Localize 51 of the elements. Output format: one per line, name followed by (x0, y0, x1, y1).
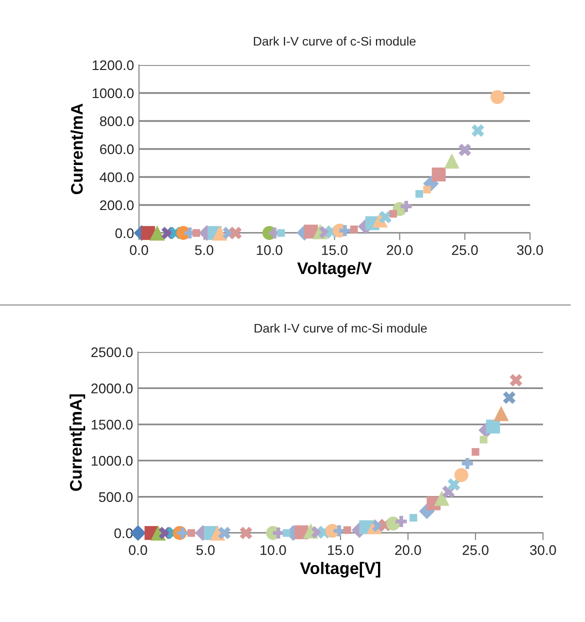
x-tick-label: 20.0 (395, 545, 421, 556)
x-tick-label: 5.0 (195, 245, 214, 256)
y-axis-title: Current[mA] (70, 394, 86, 491)
x-tick-label: 10.0 (256, 245, 282, 256)
point (472, 448, 480, 456)
point (150, 225, 165, 241)
x-tick-label: 15.0 (322, 245, 348, 256)
y-tick-label: 2000.0 (91, 384, 133, 394)
chart-title: Dark I-V curve of c-Si module (254, 36, 416, 46)
y-tick-label: 600.0 (100, 144, 134, 154)
y-tick-label: 1000.0 (92, 456, 133, 466)
y-tick-label: 2500.0 (91, 347, 133, 358)
x-tick-label: 0.0 (128, 545, 148, 556)
x-tick-label: 30.0 (530, 545, 556, 556)
y-tick-label: 0.0 (115, 228, 134, 238)
point (444, 153, 460, 169)
y-tick-label: 800.0 (100, 116, 134, 126)
x-axis-title: Voltage[V] (300, 562, 380, 578)
point (472, 124, 484, 137)
point (188, 529, 196, 537)
y-tick-label: 1500.0 (92, 420, 133, 430)
y-axis-title: Current/mA (70, 104, 83, 194)
x-tick-label: 10.0 (260, 545, 286, 556)
x-tick-label: 0.0 (130, 245, 148, 256)
x-axis-title: Voltage/V (297, 262, 372, 278)
x-tick-label: 25.0 (462, 545, 488, 556)
point (176, 527, 188, 539)
point (389, 210, 397, 218)
x-tick-label: 20.0 (386, 245, 413, 256)
chart-title: Dark I-V curve of mc-Si module (254, 323, 427, 333)
y-tick-label: 200.0 (100, 200, 134, 210)
x-tick-label: 30.0 (517, 245, 543, 256)
point (490, 90, 504, 104)
point (486, 420, 500, 434)
y-tick-label: 1000.0 (92, 88, 134, 98)
x-tick-label: 25.0 (452, 245, 478, 256)
point (462, 458, 473, 470)
x-tick-label: 5.0 (196, 545, 215, 556)
y-tick-label: 0.0 (114, 528, 133, 538)
point (192, 229, 200, 237)
point (379, 210, 392, 224)
point (494, 406, 509, 422)
point (343, 526, 352, 534)
point (510, 374, 522, 386)
point (350, 226, 358, 234)
x-tick-label: 15.0 (328, 545, 354, 556)
point (503, 391, 516, 404)
y-tick-label: 1200.0 (92, 60, 134, 70)
y-tick-label: 400.0 (100, 172, 134, 182)
y-tick-label: 500.0 (98, 492, 133, 502)
point (240, 526, 252, 540)
